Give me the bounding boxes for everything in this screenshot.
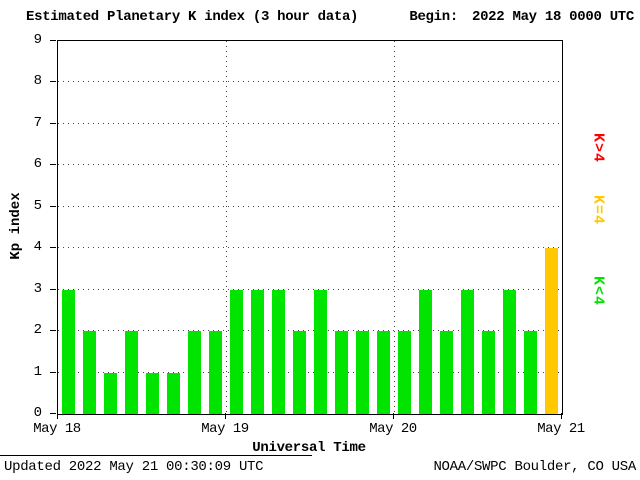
gridline-vertical — [394, 41, 395, 414]
begin-value: 2022 May 18 0000 UTC — [471, 9, 634, 25]
kp-bar — [124, 331, 139, 414]
chart-title: Estimated Planetary K index (3 hour data… — [26, 9, 359, 25]
x-axis-title: Universal Time — [252, 440, 366, 456]
updated-timestamp: Updated 2022 May 21 00:30:09 UTC — [4, 459, 264, 475]
kp-bar — [103, 372, 118, 414]
kp-bar — [523, 331, 538, 414]
y-tick-mark — [50, 205, 56, 207]
begin-label: Begin: — [409, 9, 458, 25]
legend-k-eq-4: K=4 — [589, 194, 607, 226]
y-tick-mark — [50, 164, 56, 166]
x-tick-label: May 19 — [201, 421, 249, 437]
y-tick-mark — [50, 371, 56, 373]
gridline-vertical — [226, 41, 227, 414]
y-tick-mark — [50, 122, 56, 124]
y-tick-mark — [50, 330, 56, 332]
gridline-horizontal — [58, 164, 562, 166]
gridline-horizontal — [58, 330, 562, 332]
y-tick-mark — [50, 413, 56, 414]
legend-k-lt-4: K<4 — [589, 275, 607, 307]
y-tick-mark — [50, 247, 56, 249]
gridline-horizontal — [58, 371, 562, 373]
kp-bar — [481, 331, 496, 414]
gridline-horizontal — [58, 288, 562, 290]
kp-bar — [418, 289, 433, 414]
kp-bar — [61, 289, 76, 414]
kp-bar — [460, 289, 475, 414]
kp-bar — [502, 289, 517, 414]
y-tick-label: 5 — [33, 197, 42, 214]
kp-bar — [82, 331, 97, 414]
begin-timestamp: Begin: 2022 May 18 0000 UTC — [409, 9, 634, 25]
kp-bar — [145, 372, 160, 414]
y-tick-mark — [50, 288, 56, 290]
kp-bar — [166, 372, 181, 414]
y-tick-label: 6 — [33, 156, 42, 173]
kp-bar — [208, 331, 223, 414]
kp-bar — [355, 331, 370, 414]
gridline-horizontal — [58, 122, 562, 124]
y-tick-mark — [50, 40, 56, 41]
x-tick-label: May 21 — [537, 421, 585, 437]
kp-bar — [187, 331, 202, 414]
y-tick-label: 1 — [33, 363, 42, 380]
y-tick-label: 2 — [33, 322, 42, 339]
footer-divider — [0, 455, 312, 456]
kp-bar — [397, 331, 412, 414]
kp-bar — [229, 289, 244, 414]
x-tick-label: May 20 — [369, 421, 417, 437]
kp-bar — [250, 289, 265, 414]
x-tick-mark — [393, 413, 394, 419]
kp-bar — [313, 289, 328, 414]
kp-bar — [376, 331, 391, 414]
y-tick-label: 8 — [33, 73, 42, 90]
x-tick-label: May 18 — [33, 421, 81, 437]
gridline-horizontal — [58, 205, 562, 207]
kp-bar — [334, 331, 349, 414]
y-tick-label: 3 — [33, 280, 42, 297]
kp-bar — [439, 331, 454, 414]
x-tick-mark — [561, 413, 562, 419]
y-tick-label: 9 — [33, 32, 42, 48]
gridline-horizontal — [58, 247, 562, 249]
kp-bar — [271, 289, 286, 414]
y-tick-label: 7 — [33, 114, 42, 131]
credit-text: NOAA/SWPC Boulder, CO USA — [433, 459, 636, 475]
plot-area — [57, 40, 563, 415]
x-tick-mark — [57, 413, 58, 419]
x-tick-mark — [225, 413, 226, 419]
legend-k-gt-4: K>4 — [589, 132, 607, 164]
gridline-horizontal — [58, 81, 562, 83]
y-tick-label: 0 — [33, 405, 42, 421]
kp-bar — [292, 331, 307, 414]
y-tick-mark — [50, 81, 56, 83]
kp-bar — [544, 248, 559, 414]
y-tick-label: 4 — [33, 239, 42, 256]
